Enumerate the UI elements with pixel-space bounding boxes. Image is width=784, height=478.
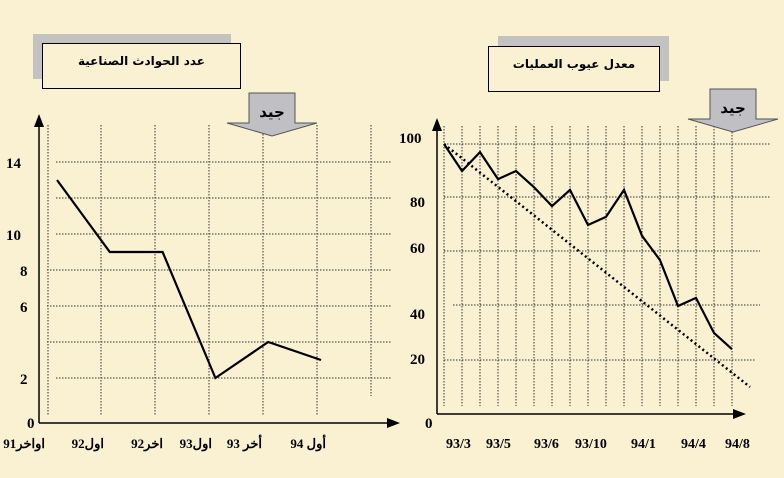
right-y-tick-label: 100 bbox=[399, 131, 422, 147]
left-x-tick-label: اواخر91 bbox=[3, 436, 45, 452]
left-accidents-line bbox=[56, 179, 322, 380]
left-good-arrow-label: جيد bbox=[259, 103, 285, 121]
right-good-arrow bbox=[687, 88, 779, 133]
right-y-axis-arrowhead bbox=[432, 118, 442, 131]
right-trend-dotted-line bbox=[443, 143, 751, 388]
right-y-tick-label: 60 bbox=[410, 241, 425, 257]
left-y-tick-label: 6 bbox=[20, 300, 28, 316]
left-x-tick-label: اول93 bbox=[180, 436, 212, 452]
right-good-arrow-label: جيد bbox=[720, 99, 746, 117]
right-x-tick-label: 94/4 bbox=[681, 437, 706, 452]
right-x-tick-label: 93/6 bbox=[534, 437, 559, 452]
right-x-tick-label: 93/5 bbox=[486, 437, 511, 452]
left-y-tick-label: 8 bbox=[20, 264, 28, 280]
right-x-axis-arrowhead bbox=[733, 409, 746, 419]
right-x-tick-label: 93/10 bbox=[575, 437, 607, 452]
left-x-tick-label: اخر92 bbox=[131, 436, 163, 452]
left-chart-title: عدد الحوادث الصناعية bbox=[42, 43, 241, 89]
left-x-tick-label: أخر 93 bbox=[227, 435, 262, 452]
left-good-arrow bbox=[226, 92, 318, 137]
left-x-tick-label: اول92 bbox=[72, 436, 104, 452]
right-y-tick-label: 40 bbox=[410, 307, 425, 323]
left-y-tick-label: 2 bbox=[20, 372, 28, 388]
right-y-tick-label: 80 bbox=[410, 195, 425, 211]
right-chart-title: معدل عيوب العمليات bbox=[488, 46, 660, 92]
left-y-tick-label: 10 bbox=[6, 228, 21, 244]
left-x-tick-label: أول 94 bbox=[290, 435, 326, 452]
right-x-tick-label: 93/3 bbox=[446, 437, 471, 452]
left-y-axis-arrowhead bbox=[34, 114, 44, 127]
right-y-tick-label: 20 bbox=[410, 352, 425, 368]
left-x-axis-arrowhead bbox=[387, 418, 400, 428]
left-y-tick-label: 14 bbox=[6, 156, 22, 172]
right-x-tick-label: 94/8 bbox=[725, 437, 750, 452]
right-y-tick-label: 0 bbox=[425, 416, 433, 432]
left-y-tick-label: 0 bbox=[27, 416, 35, 432]
right-x-tick-label: 94/1 bbox=[631, 437, 656, 452]
